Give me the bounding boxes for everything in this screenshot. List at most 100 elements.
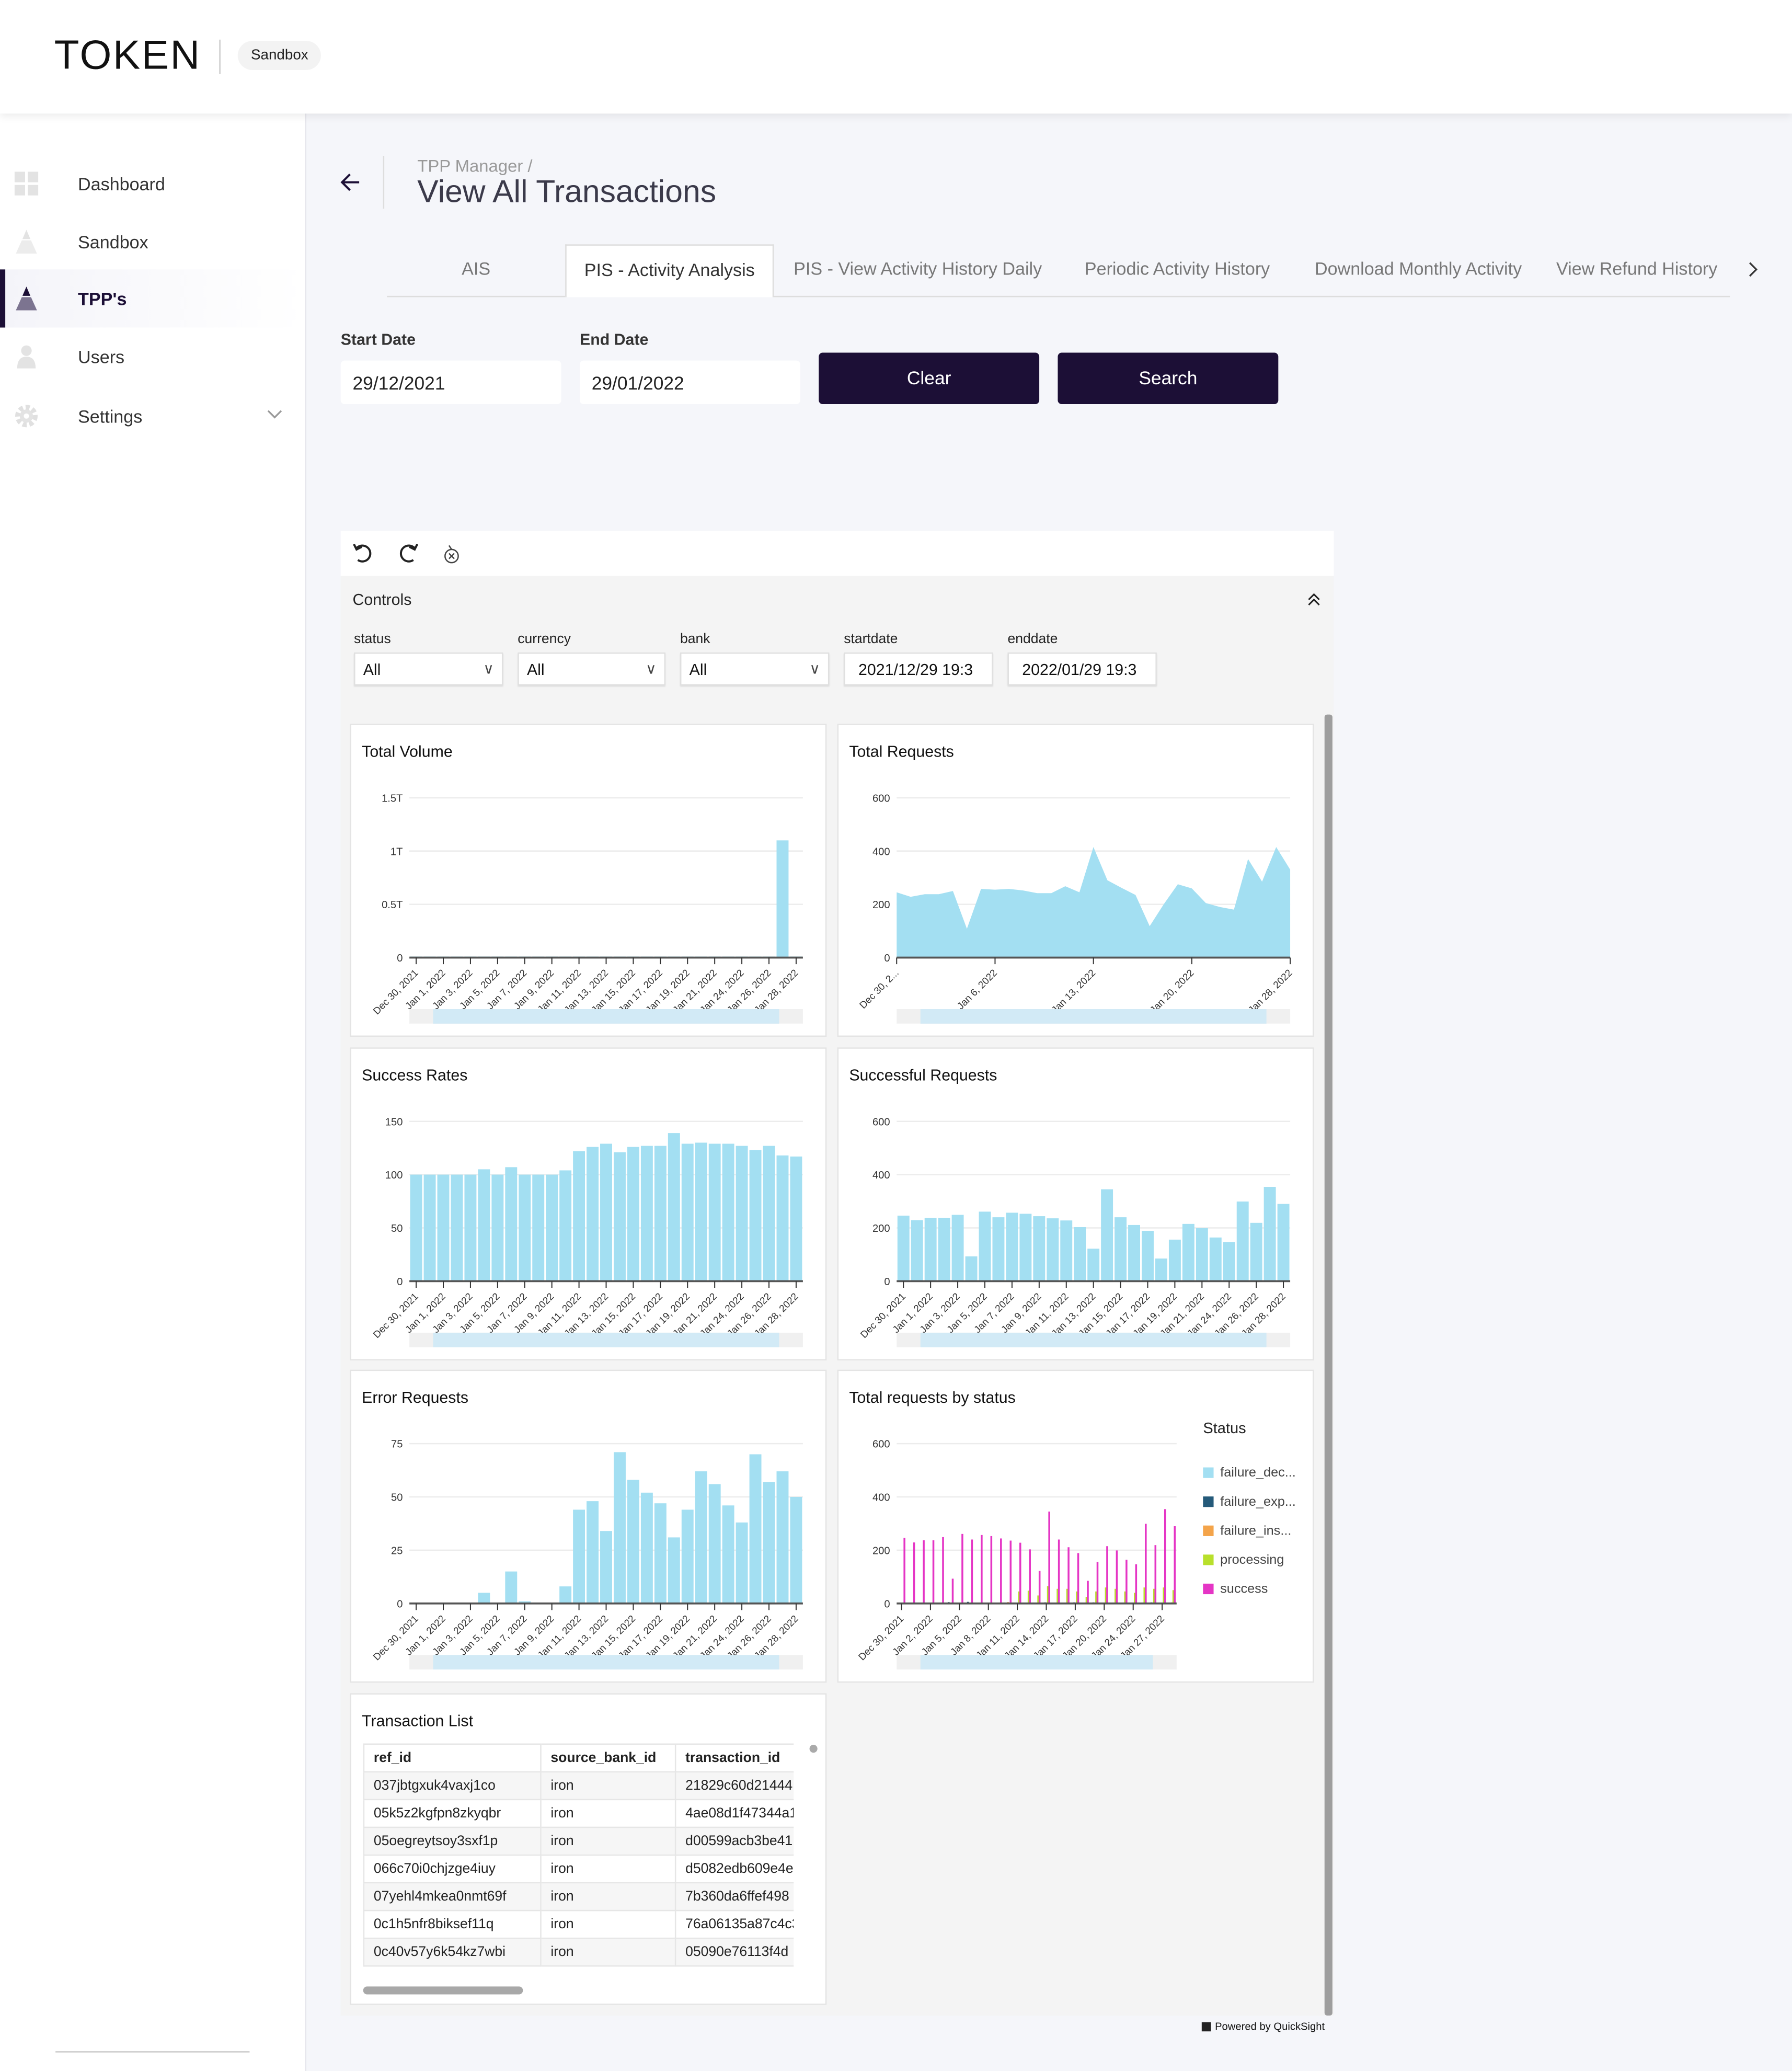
legend-item[interactable]: success [1203,1574,1296,1604]
chevron-right-icon[interactable] [1746,261,1759,277]
pyramid-icon [15,287,38,310]
tab-view-refund-history[interactable]: View Refund History [1544,244,1730,297]
x-tick-label: Jan 28, 2022 [1246,967,1294,1015]
currency-select[interactable]: All∨ [518,653,665,685]
y-tick-label: 200 [872,1223,890,1234]
bar [709,1144,721,1281]
redo-icon[interactable] [396,542,420,565]
bar [451,1175,463,1281]
legend-item[interactable]: processing [1203,1546,1296,1575]
legend-item[interactable]: failure_exp... [1203,1487,1296,1516]
range-slider-thumb[interactable] [433,1333,779,1347]
sheet-scrollbar[interactable] [1325,715,1332,2016]
sidebar-item-settings[interactable]: Settings [0,387,305,445]
bar [777,840,789,957]
legend-item[interactable]: failure_dec... [1203,1458,1296,1488]
enddate-input[interactable]: 2022/01/29 19:3 [1007,653,1156,685]
bar [1237,1202,1249,1281]
bar [695,1142,707,1281]
bar [1033,1216,1045,1281]
collapse-chevron-icon[interactable] [1306,592,1322,608]
sidebar-item-dashboard[interactable]: Dashboard [0,155,305,213]
bar [587,1501,599,1604]
bar-success [1125,1560,1128,1604]
bar-success [1019,1543,1021,1604]
tab-pis-view-activity-history-daily[interactable]: PIS - View Activity History Daily [774,244,1062,297]
range-slider-thumb[interactable] [433,1009,779,1024]
tab-pis-activity-analysis[interactable]: PIS - Activity Analysis [565,244,774,297]
status-select[interactable]: All∨ [354,653,503,685]
range-slider-thumb[interactable] [921,1009,1267,1024]
search-button[interactable]: Search [1058,352,1278,404]
bar [1278,1204,1290,1281]
horizontal-scrollbar[interactable] [363,1986,523,1994]
range-slider-thumb[interactable] [433,1655,779,1669]
sidebar-item-users[interactable]: Users [0,327,305,385]
bank-select[interactable]: All∨ [680,653,829,685]
token-logo[interactable]: TOKEN [54,32,201,79]
table-title: Transaction List [362,1712,473,1730]
table-cell: iron [541,1772,675,1800]
tab-periodic-activity-history[interactable]: Periodic Activity History [1062,244,1293,297]
bar [559,1586,571,1604]
y-tick-label: 1.5T [382,793,403,804]
legend-item[interactable]: failure_ins... [1203,1516,1296,1546]
sidebar-item-label: Dashboard [78,174,165,193]
column-header[interactable]: source_bank_id [541,1744,675,1772]
undo-icon[interactable] [351,542,375,565]
tab-ais[interactable]: AIS [387,244,565,297]
bar [573,1509,585,1603]
bar [1019,1214,1031,1281]
column-header[interactable]: ref_id [364,1744,541,1772]
table-cell: iron [541,1938,675,1966]
range-slider-thumb[interactable] [921,1333,1267,1347]
y-tick-label: 400 [872,1492,890,1504]
startdate-input[interactable]: 2021/12/29 19:3 [844,653,993,685]
clear-button[interactable]: Clear [819,352,1039,404]
start-date-input[interactable] [341,361,561,404]
sidebar-item-label: Users [78,347,124,367]
controls-panel: Controls [341,576,1334,714]
column-header[interactable]: transaction_id [675,1744,794,1772]
bar [627,1147,639,1281]
reset-icon[interactable] [442,543,461,566]
bar [966,1256,978,1281]
table-cell: d00599acb3be41 [675,1827,794,1855]
sidebar-item-label: TPP's [78,289,127,308]
legend-swatch [1203,1554,1213,1565]
table-cell: iron [541,1800,675,1827]
chevron-down-icon[interactable] [267,409,282,420]
end-date-input[interactable] [580,361,800,404]
tab-download-monthly-activity[interactable]: Download Monthly Activity [1293,244,1544,297]
breadcrumb[interactable]: TPP Manager / [417,156,532,176]
sidebar-item-tpps[interactable]: TPP's [0,269,305,327]
legend-label: failure_ins... [1220,1524,1291,1538]
back-arrow-icon[interactable] [338,169,365,196]
sidebar-item-sandbox[interactable]: Sandbox [0,213,305,271]
bar [952,1215,964,1281]
y-tick-label: 0 [397,1276,403,1288]
end-date-label: End Date [580,330,648,349]
bar-success [1097,1562,1099,1603]
vertical-scroll-thumb[interactable] [810,1745,818,1753]
chevron-down-icon: ∨ [646,654,656,685]
status-select-value: All [363,660,381,679]
bar-success [1164,1509,1166,1603]
range-slider-thumb[interactable] [921,1655,1153,1669]
y-tick-label: 200 [872,1545,890,1557]
bar-success [1174,1526,1176,1604]
y-tick-label: 600 [872,1439,890,1450]
